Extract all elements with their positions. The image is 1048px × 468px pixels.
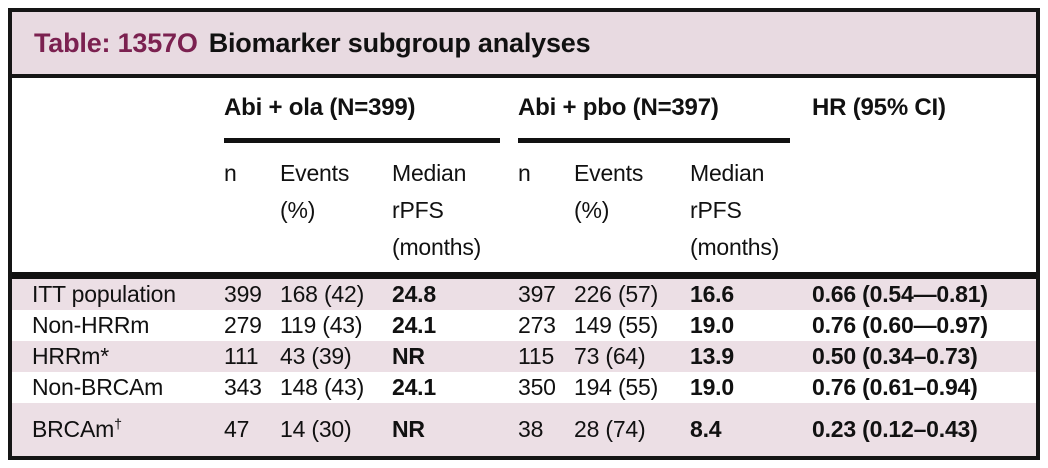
row-label: HRRm* bbox=[32, 343, 224, 370]
row-label-text: HRRm* bbox=[32, 343, 109, 369]
row-label-text: Non-HRRm bbox=[32, 312, 150, 338]
table-row-non-brcam: Non-BRCAm 343 148 (43) 24.1 350 194 (55)… bbox=[12, 372, 1036, 403]
table-row-non-hrrm: Non-HRRm 279 119 (43) 24.1 273 149 (55) … bbox=[12, 310, 1036, 341]
row-label: BRCAm† bbox=[32, 416, 224, 443]
g1-events-value: 43 (39) bbox=[280, 343, 352, 369]
g2-events-value: 226 (57) bbox=[574, 281, 659, 307]
column-group-abi-pbo: Abi + pbo (N=397) bbox=[518, 92, 790, 143]
column-group-abi-ola: Abi + ola (N=399) bbox=[224, 92, 500, 143]
g1-events-value: 119 (43) bbox=[280, 312, 363, 338]
g1-n-value: 47 bbox=[224, 416, 250, 442]
row-label: Non-BRCAm bbox=[32, 374, 224, 401]
table-title-accent: Table: 1357O bbox=[34, 27, 198, 58]
table-row-itt-population: ITT population 399 168 (42) 24.8 397 226… bbox=[12, 279, 1036, 310]
g2-n-value: 350 bbox=[518, 374, 556, 400]
g2-median-value: 8.4 bbox=[690, 416, 722, 442]
g1-n-value: 343 bbox=[224, 374, 262, 400]
g1-median-value: NR bbox=[392, 343, 425, 369]
row-label: ITT population bbox=[32, 281, 224, 308]
g1-median-value: 24.1 bbox=[392, 312, 436, 338]
subheader-g2-median: Median rPFS (months) bbox=[690, 160, 780, 260]
hr-value: 0.23 (0.12–0.43) bbox=[812, 416, 978, 442]
row-label-text: ITT population bbox=[32, 281, 176, 307]
header-body-divider bbox=[12, 272, 1036, 279]
g2-events-value: 28 (74) bbox=[574, 416, 646, 442]
g2-events-value: 194 (55) bbox=[574, 374, 659, 400]
g2-events-value: 73 (64) bbox=[574, 343, 646, 369]
hr-value: 0.50 (0.34–0.73) bbox=[812, 343, 978, 369]
g1-median-value: 24.1 bbox=[392, 374, 436, 400]
g2-median-value: 13.9 bbox=[690, 343, 734, 369]
g2-n-value: 397 bbox=[518, 281, 556, 307]
g2-n-value: 115 bbox=[518, 343, 555, 369]
table-row-hrrm: HRRm* 111 43 (39) NR 115 73 (64) 13.9 0.… bbox=[12, 341, 1036, 372]
g1-n-value: 279 bbox=[224, 312, 262, 338]
column-header-hr: HR (95% CI) bbox=[812, 94, 946, 121]
table-body: ITT population 399 168 (42) 24.8 397 226… bbox=[12, 279, 1036, 456]
g2-n-value: 273 bbox=[518, 312, 556, 338]
row-label-text: BRCAm bbox=[32, 416, 115, 442]
g2-events-value: 149 (55) bbox=[574, 312, 659, 338]
g2-median-value: 19.0 bbox=[690, 312, 734, 338]
subheader-g1-events: Events (%) bbox=[280, 160, 350, 223]
row-label-text: Non-BRCAm bbox=[32, 374, 164, 400]
subheader-row: n Events (%) Median rPFS (months) n Even… bbox=[12, 143, 1036, 272]
g1-n-value: 399 bbox=[224, 281, 262, 307]
subheader-g2-events: Events (%) bbox=[574, 160, 644, 223]
g1-events-value: 148 (43) bbox=[280, 374, 365, 400]
g2-n-value: 38 bbox=[518, 416, 544, 442]
g1-n-value: 111 bbox=[224, 343, 259, 369]
biomarker-table-frame: Table: 1357O Biomarker subgroup analyses… bbox=[8, 8, 1040, 460]
table-title-text: Biomarker subgroup analyses bbox=[208, 27, 591, 58]
g1-events-value: 14 (30) bbox=[280, 416, 352, 442]
g1-median-value: NR bbox=[392, 416, 425, 442]
subheader-g1-n: n bbox=[224, 160, 237, 186]
g1-median-value: 24.8 bbox=[392, 281, 436, 307]
hr-value: 0.76 (0.61–0.94) bbox=[812, 374, 978, 400]
subheader-g2-n: n bbox=[518, 160, 531, 186]
row-label-sup: † bbox=[114, 416, 122, 433]
table-row-brcam: BRCAm† 47 14 (30) NR 38 28 (74) 8.4 0.23… bbox=[12, 403, 1036, 456]
hr-value: 0.66 (0.54—0.81) bbox=[812, 281, 988, 307]
table-title-band: Table: 1357O Biomarker subgroup analyses bbox=[12, 12, 1036, 78]
column-group-header-row: Abi + ola (N=399) Abi + pbo (N=397) HR (… bbox=[12, 78, 1036, 143]
g1-events-value: 168 (42) bbox=[280, 281, 365, 307]
row-label: Non-HRRm bbox=[32, 312, 224, 339]
g2-median-value: 19.0 bbox=[690, 374, 734, 400]
g2-median-value: 16.6 bbox=[690, 281, 734, 307]
hr-value: 0.76 (0.60—0.97) bbox=[812, 312, 988, 338]
subheader-g1-median: Median rPFS (months) bbox=[392, 160, 482, 260]
